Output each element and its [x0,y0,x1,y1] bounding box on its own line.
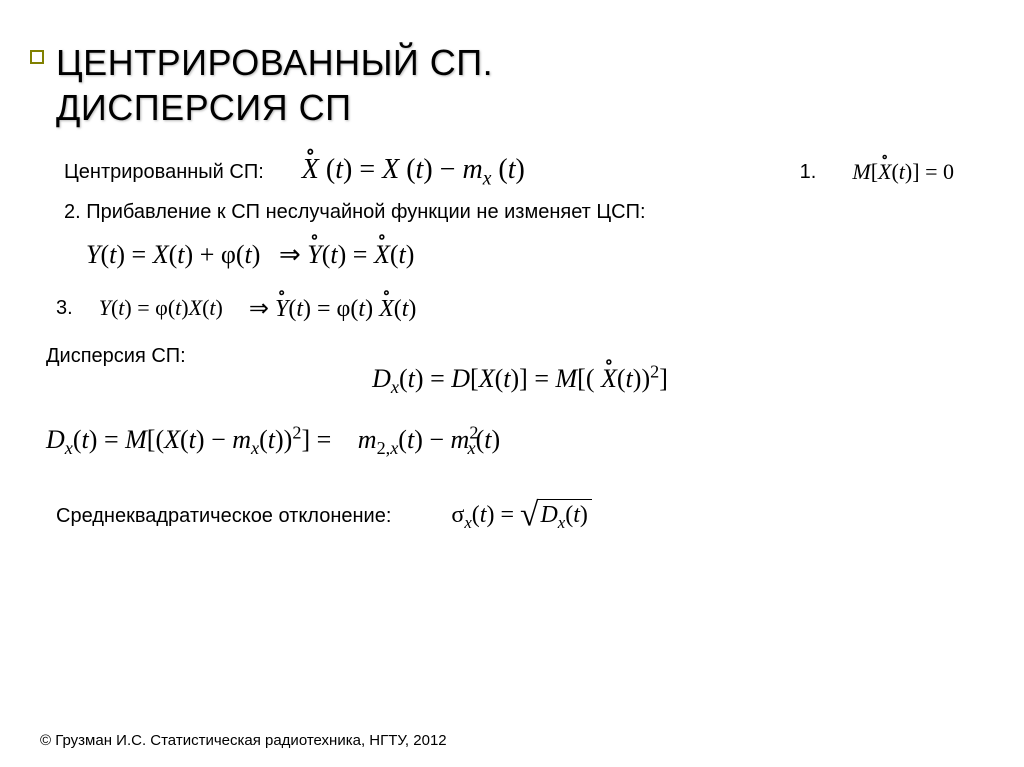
formula-y-mult-centered: ⇒ Y(t) = φ(t) X(t) [249,294,417,323]
row-item2-formulas: Y(t) = X(t) + φ(t) ⇒ Y(t) = X(t) [86,240,984,270]
slide-title: ЦЕНТРИРОВАННЫЙ СП. ДИСПЕРСИЯ СП [56,40,984,130]
copyright: © Грузман И.С. Статистическая радиотехни… [40,732,447,749]
formula-y-mult: Y(t) = φ(t)X(t) [99,295,223,321]
row-item3: 3. Y(t) = φ(t)X(t) ⇒ Y(t) = φ(t) X(t) [56,294,984,323]
title-line-1: ЦЕНТРИРОВАННЫЙ СП. [56,42,493,83]
title-line-2: ДИСПЕРСИЯ СП [56,87,352,128]
item3-number: 3. [56,297,73,320]
formula-y-centered: ⇒ Y(t) = X(t) [279,240,414,269]
formula-mean-zero: M[X(t)] = 0 [852,159,954,185]
item1-number: 1. [800,161,817,184]
row-stddev: Среднеквадратическое отклонение: σx(t) =… [56,499,984,533]
label-stddev: Среднеквадратическое отклонение: [56,505,391,528]
row-centered: Центрированный СП: X (t) = X (t) − mx (t… [64,154,984,191]
formula-dispersion-def: Dx(t) = D[X(t)] = M[( X(t))2] [372,364,668,393]
row-dispersion-def: Dx(t) = D[X(t)] = M[( X(t))2] [56,362,984,399]
row-dispersion-expand: Dx(t) = M[(X(t) − mx(t))2] = m2,x(t) − m… [46,422,984,459]
formula-dispersion-expand-right: m2,x(t) − m2x(t) [358,425,500,454]
formula-centered-def: X (t) = X (t) − mx (t) [302,154,525,191]
slide: ЦЕНТРИРОВАННЫЙ СП. ДИСПЕРСИЯ СП Центриро… [0,0,1024,767]
formula-dispersion-expand-left: Dx(t) = M[(X(t) − mx(t))2] = [46,425,338,454]
title-bullet [30,50,44,64]
item2-text: 2. Прибавление к СП неслучайной функции … [64,201,984,224]
label-centered: Центрированный СП: [64,161,264,184]
formula-stddev: σx(t) = √ Dx(t) [451,499,592,533]
formula-y-def: Y(t) = X(t) + φ(t) [86,240,267,269]
